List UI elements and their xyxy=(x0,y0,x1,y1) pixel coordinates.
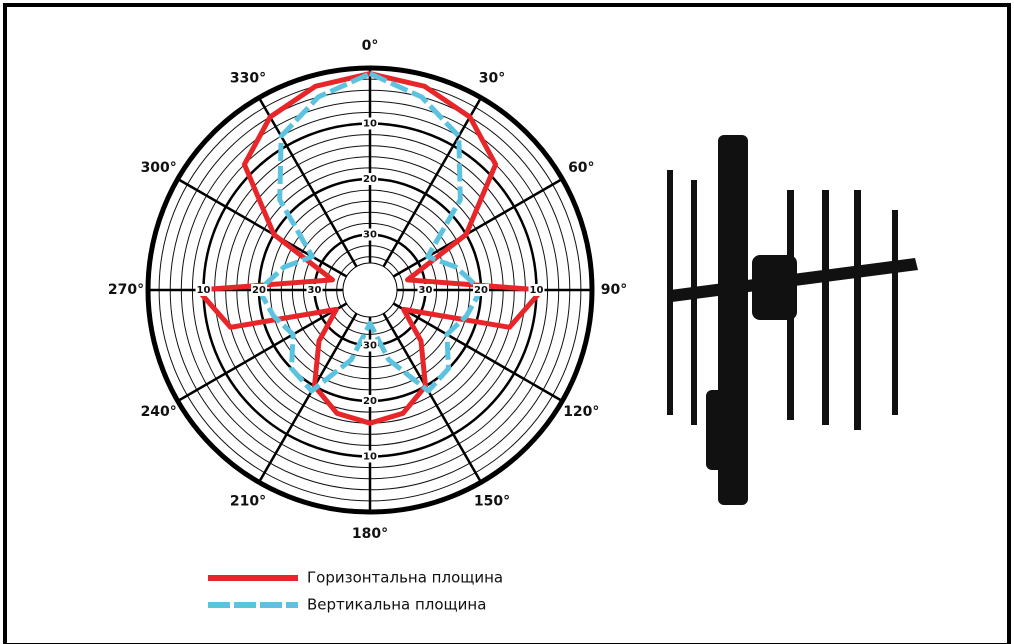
ring-label: 20 xyxy=(363,396,377,407)
ring-label: 30 xyxy=(308,285,322,296)
ring-label: 30 xyxy=(363,230,377,241)
ring-label: 20 xyxy=(252,285,266,296)
angle-label: 0° xyxy=(362,38,379,54)
angle-label: 210° xyxy=(230,493,266,509)
angle-label: 330° xyxy=(230,71,266,87)
ring-label: 10 xyxy=(363,119,377,130)
center-hole xyxy=(343,263,397,317)
angle-label: 30° xyxy=(479,71,505,87)
ring-label: 30 xyxy=(363,341,377,352)
ring-label: 10 xyxy=(530,285,544,296)
legend-label: Горизонтальна площина xyxy=(307,569,503,587)
ring-label: 20 xyxy=(363,174,377,185)
angle-label: 60° xyxy=(568,160,594,176)
angle-label: 90° xyxy=(601,282,627,298)
legend-label: Вертикальна площина xyxy=(307,596,486,614)
angle-label: 300° xyxy=(141,160,177,176)
angle-label: 240° xyxy=(141,404,177,420)
ring-label: 30 xyxy=(419,285,433,296)
angle-label: 180° xyxy=(352,526,388,542)
angle-label: 270° xyxy=(108,282,144,298)
ring-label: 10 xyxy=(197,285,211,296)
angle-label: 120° xyxy=(563,404,599,420)
ring-label: 20 xyxy=(474,285,488,296)
ring-label: 10 xyxy=(363,452,377,463)
angle-label: 150° xyxy=(474,493,510,509)
page: 0° 30° 60° 90° 120° 150° 180° 210° 240° 270° 300° 3… xyxy=(0,0,1014,644)
